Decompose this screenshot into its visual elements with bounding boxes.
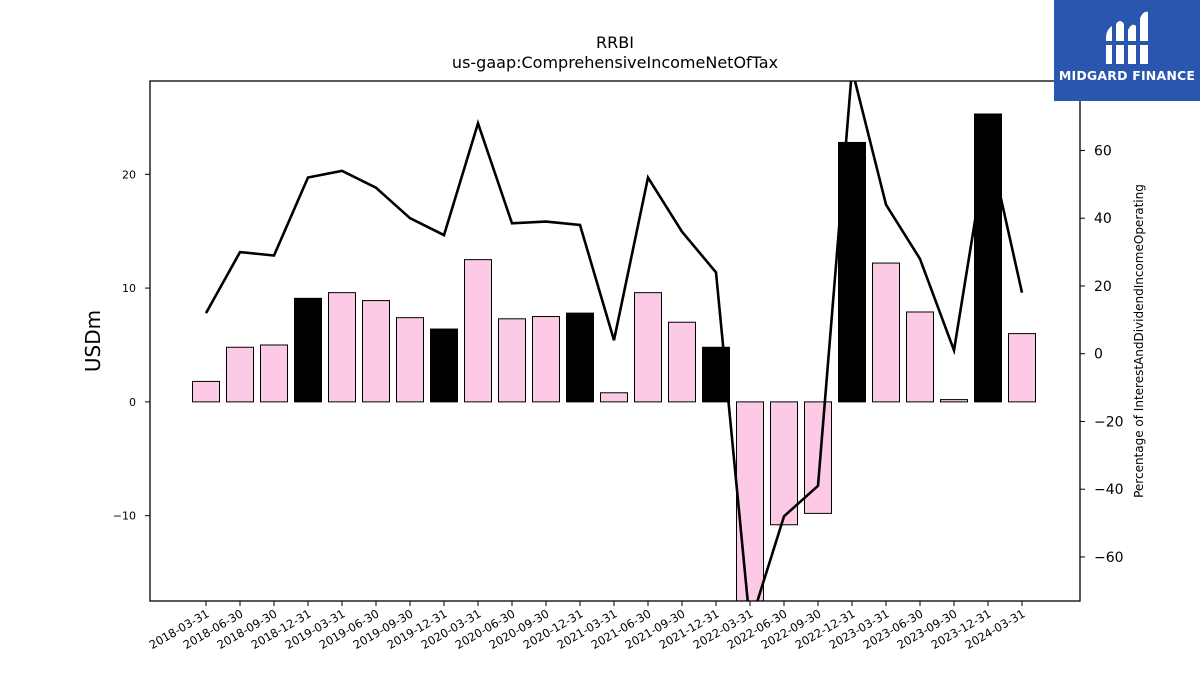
y-tick-label: 0 <box>129 396 136 409</box>
y2-tick-label: 60 <box>1094 143 1112 159</box>
bar-group <box>192 113 1036 601</box>
logo-mark-icon <box>1104 11 1150 65</box>
logo-text: MIDGARD FINANCE <box>1058 68 1196 83</box>
bar-2019-09-30 <box>396 317 424 403</box>
bar-2021-09-30 <box>668 321 696 403</box>
y-tick-label: 10 <box>122 282 136 295</box>
bar-2019-12-31 <box>430 328 458 403</box>
y2-tick-label: 20 <box>1094 279 1112 295</box>
bar-2019-06-30 <box>362 300 390 403</box>
bar-2020-09-30 <box>532 316 560 403</box>
bar-2018-06-30 <box>226 346 254 403</box>
bar-2020-12-31 <box>566 312 594 403</box>
bar-2021-03-31 <box>600 392 628 403</box>
bar-2019-03-31 <box>328 292 356 403</box>
bar-2020-06-30 <box>498 318 526 403</box>
bar-2022-06-30 <box>770 401 798 526</box>
plot-frame <box>149 80 1081 602</box>
bar-2022-09-30 <box>804 401 832 514</box>
chart-subtitle: us-gaap:ComprehensiveIncomeNetOfTax <box>452 53 778 72</box>
bar-2023-09-30 <box>940 399 968 403</box>
chart-title: RRBI <box>596 33 634 52</box>
brand-logo: MIDGARD FINANCE <box>1054 0 1200 101</box>
bar-2020-03-31 <box>464 259 492 403</box>
bar-2018-12-31 <box>294 297 322 403</box>
bar-2018-03-31 <box>192 380 220 403</box>
y2-tick-label: 0 <box>1094 347 1103 363</box>
bar-2023-12-31 <box>974 113 1002 403</box>
y2-tick-label: 40 <box>1094 211 1112 227</box>
y2-tick-label: −60 <box>1094 550 1124 566</box>
bar-2024-03-31 <box>1008 333 1036 403</box>
y-tick-label: 20 <box>122 168 136 181</box>
y2-tick-label: −20 <box>1094 414 1124 430</box>
line-series <box>204 81 1024 601</box>
bar-2023-06-30 <box>906 311 934 403</box>
y2-axis-label: Percentage of InterestAndDividendIncomeO… <box>1132 184 1146 498</box>
y2-tick-label: −40 <box>1094 482 1124 498</box>
bar-2021-06-30 <box>634 292 662 403</box>
bar-2023-03-31 <box>872 262 900 403</box>
y-axis-label: USDm <box>81 310 105 372</box>
y-tick-label: −10 <box>113 510 136 523</box>
bar-2022-03-31 <box>736 401 764 601</box>
bar-2018-09-30 <box>260 344 288 403</box>
